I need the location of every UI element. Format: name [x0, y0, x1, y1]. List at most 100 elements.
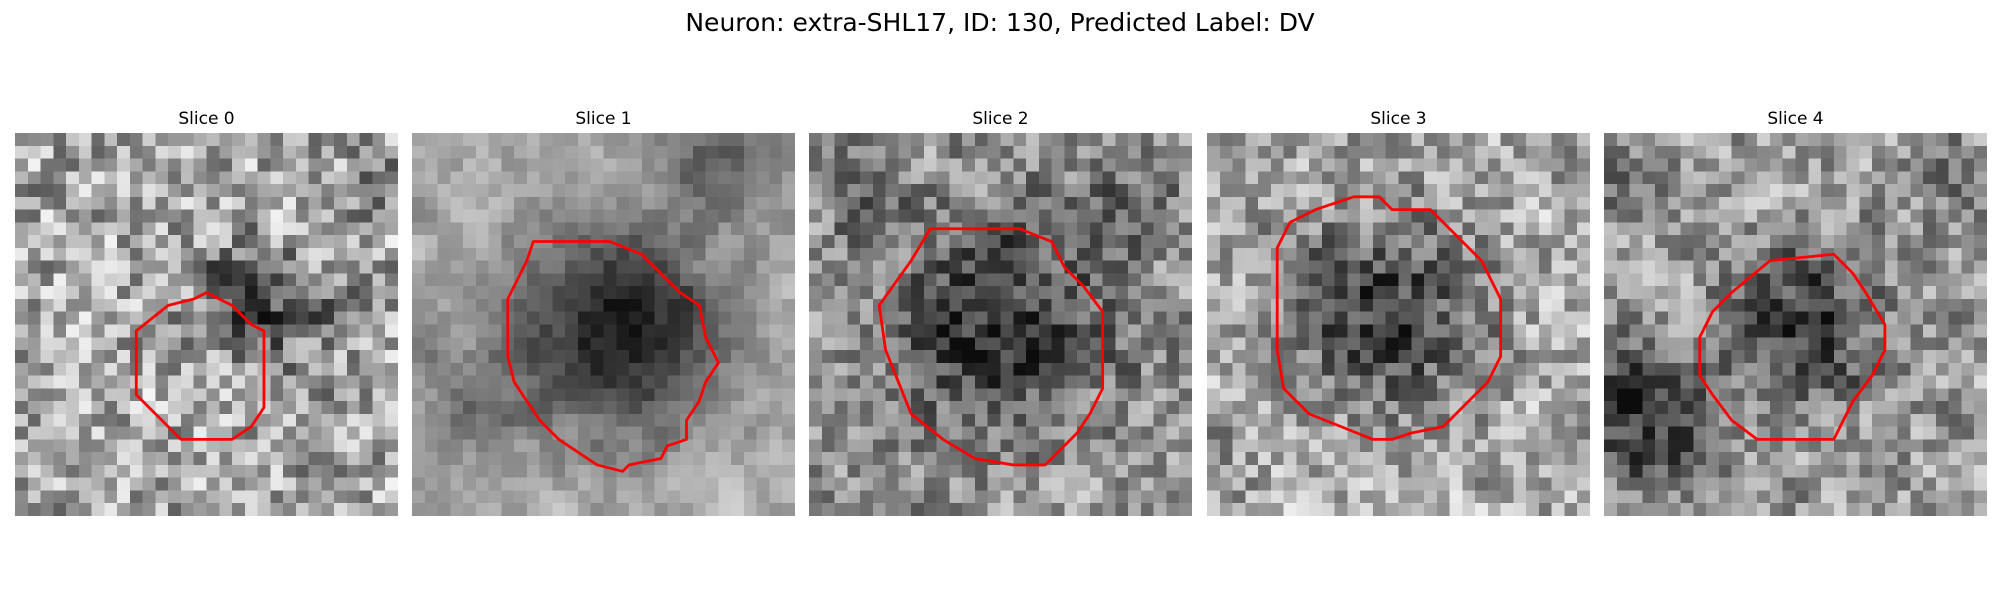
pixel [885, 298, 899, 312]
pixel [718, 388, 732, 402]
pixel [743, 337, 757, 351]
pixel [1051, 222, 1065, 236]
pixel [731, 490, 745, 504]
pixel [66, 401, 80, 415]
pixel [641, 184, 655, 198]
pixel [1680, 222, 1694, 236]
pixel [1935, 145, 1949, 159]
pixel [847, 362, 861, 376]
pixel [1207, 171, 1221, 185]
pixel [705, 311, 719, 325]
pixel [949, 401, 963, 415]
pixel [334, 133, 348, 147]
pixel [923, 439, 937, 453]
pixel [821, 171, 835, 185]
pixel [437, 298, 451, 312]
pixel [1526, 145, 1540, 159]
pixel [385, 477, 398, 491]
pixel [1935, 375, 1949, 389]
pixel [1166, 235, 1180, 249]
pixel [1179, 184, 1192, 198]
pixel [424, 222, 438, 236]
pixel [346, 145, 360, 159]
pixel [334, 426, 348, 440]
pixel [1731, 209, 1745, 223]
pixel [1513, 452, 1527, 466]
pixel [372, 311, 386, 325]
pixel [1731, 388, 1745, 402]
pixel [321, 286, 335, 300]
pixel [1961, 145, 1975, 159]
pixel [1207, 247, 1221, 261]
pixel [987, 247, 1001, 261]
pixel [1718, 401, 1732, 415]
pixel [731, 209, 745, 223]
pixel [1821, 133, 1835, 147]
pixel [1360, 286, 1374, 300]
pixel [385, 273, 398, 287]
pixel [1551, 196, 1565, 210]
pixel [1577, 196, 1590, 210]
pixel [1961, 413, 1975, 427]
pixel [1667, 235, 1681, 249]
pixel [424, 413, 438, 427]
pixel [1166, 133, 1180, 147]
pixel [1424, 247, 1438, 261]
pixel [552, 260, 566, 274]
pixel [321, 133, 335, 147]
pixel [1859, 196, 1873, 210]
pixel [53, 452, 67, 466]
pixel [283, 196, 297, 210]
pixel [616, 222, 630, 236]
pixel [756, 439, 770, 453]
pixel [782, 171, 795, 185]
pixel [27, 209, 41, 223]
pixel [885, 413, 899, 427]
pixel [1757, 324, 1771, 338]
pixel [577, 133, 591, 147]
pixel [219, 464, 233, 478]
pixel [718, 401, 732, 415]
pixel [488, 464, 502, 478]
pixel [629, 401, 643, 415]
pixel [27, 222, 41, 236]
pixel [450, 388, 464, 402]
pixel [667, 337, 681, 351]
pixel [1667, 184, 1681, 198]
pixel [1219, 477, 1233, 491]
pixel [782, 222, 795, 236]
pixel [731, 145, 745, 159]
pixel [680, 235, 694, 249]
pixel [308, 426, 322, 440]
pixel [974, 158, 988, 172]
pixel [1051, 464, 1065, 478]
pixel [193, 133, 207, 147]
pixel [756, 464, 770, 478]
pixel [117, 439, 131, 453]
pixel [1258, 235, 1272, 249]
pixel [1219, 184, 1233, 198]
pixel [1923, 222, 1937, 236]
pixel [1642, 158, 1656, 172]
pixel [616, 133, 630, 147]
pixel [782, 273, 795, 287]
pixel [1077, 464, 1091, 478]
pixel [514, 401, 528, 415]
pixel [359, 362, 373, 376]
pixel [809, 184, 823, 198]
pixel [1500, 413, 1514, 427]
pixel [1102, 401, 1116, 415]
pixel [1667, 464, 1681, 478]
pixel [1538, 260, 1552, 274]
pixel [769, 388, 783, 402]
pixel [501, 133, 515, 147]
pixel [1321, 503, 1335, 516]
pixel [949, 247, 963, 261]
pixel [705, 235, 719, 249]
pixel [283, 247, 297, 261]
pixel [577, 247, 591, 261]
pixel [412, 184, 426, 198]
pixel [40, 235, 54, 249]
pixel [616, 145, 630, 159]
pixel [1179, 426, 1192, 440]
